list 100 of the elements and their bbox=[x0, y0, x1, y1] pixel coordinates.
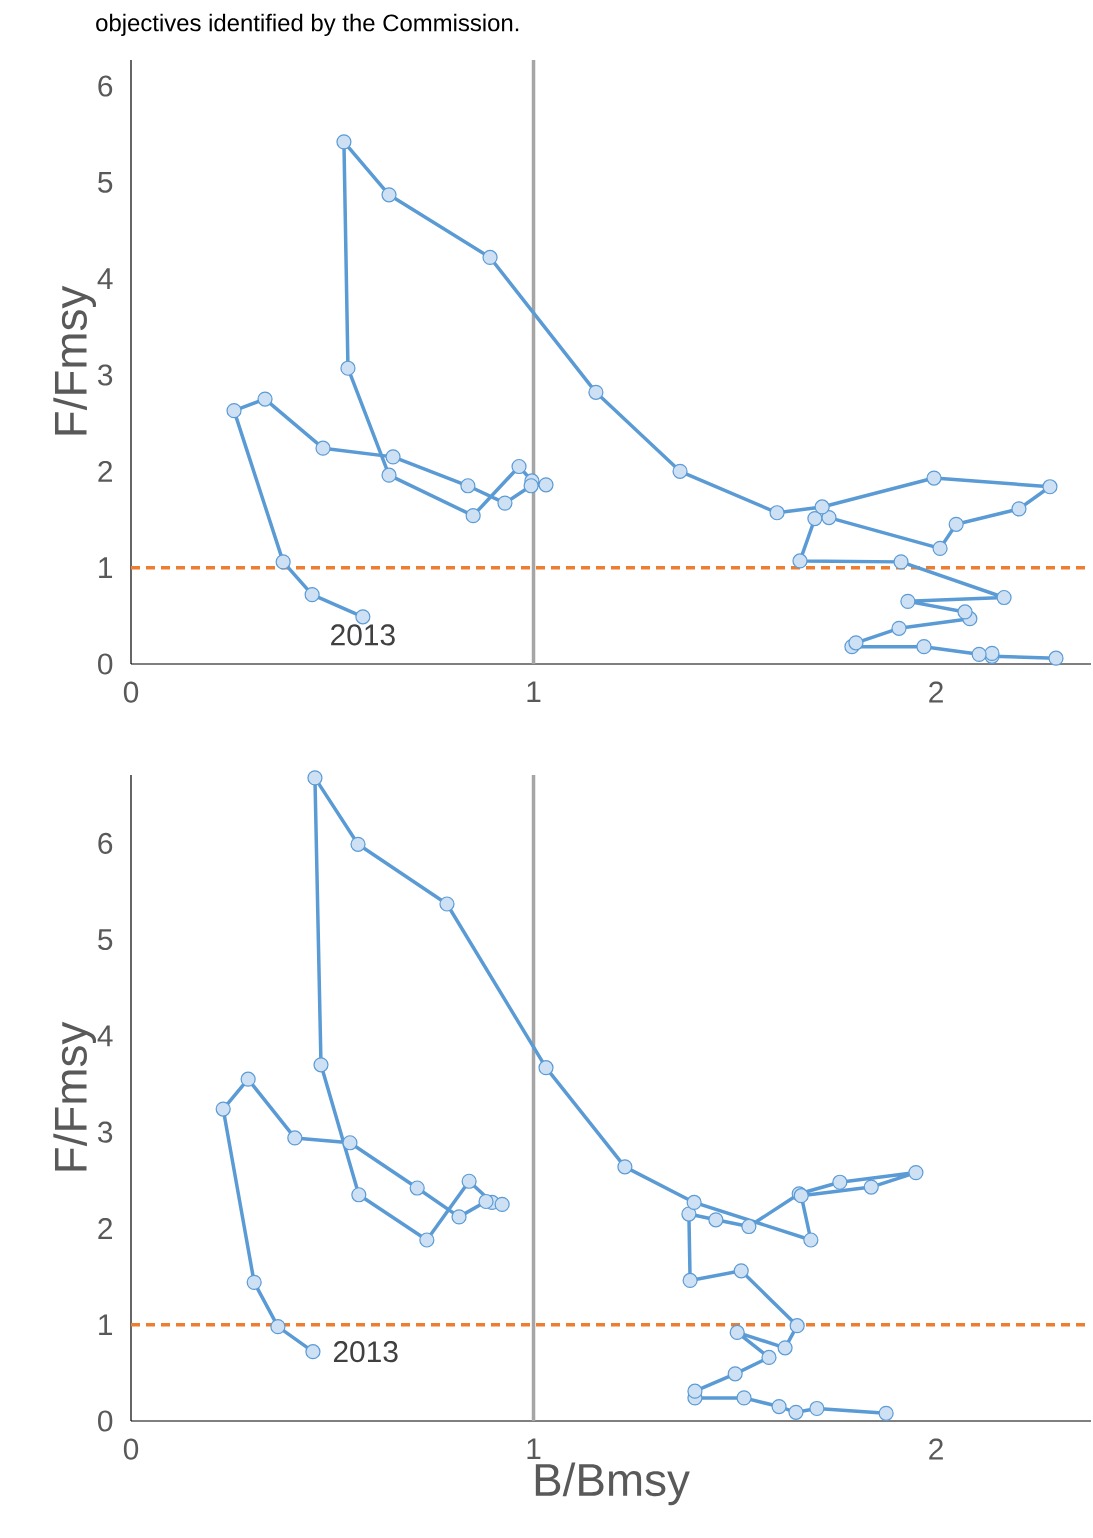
y-tick-label: 6 bbox=[98, 832, 113, 854]
point bbox=[336, 134, 352, 150]
point bbox=[727, 1366, 743, 1382]
point bbox=[687, 1383, 703, 1399]
point bbox=[916, 639, 932, 655]
point bbox=[792, 553, 808, 569]
annotation: 2013 bbox=[334, 1341, 398, 1363]
point bbox=[708, 1212, 724, 1228]
point bbox=[478, 1193, 494, 1210]
x-axis-title: B/Bmsy bbox=[535, 1462, 690, 1506]
point bbox=[682, 1272, 698, 1289]
y-tick-label: 3 bbox=[98, 1121, 113, 1143]
point bbox=[304, 587, 320, 603]
point bbox=[538, 477, 554, 493]
point bbox=[497, 495, 513, 511]
x-tick-label: 1 bbox=[527, 1438, 541, 1460]
point bbox=[381, 187, 397, 203]
point bbox=[538, 1060, 554, 1076]
point bbox=[355, 609, 371, 625]
y-tick-label: 5 bbox=[98, 929, 113, 951]
point bbox=[305, 1344, 321, 1360]
point bbox=[681, 1206, 697, 1222]
point bbox=[893, 554, 909, 570]
point bbox=[460, 478, 476, 494]
point bbox=[863, 1179, 879, 1195]
point bbox=[1011, 501, 1027, 517]
point bbox=[971, 646, 987, 662]
point bbox=[461, 1173, 477, 1189]
point bbox=[832, 1174, 848, 1190]
annotation: 2013 bbox=[331, 624, 395, 646]
x-tick-label: 2 bbox=[929, 681, 943, 703]
point bbox=[246, 1274, 262, 1290]
point bbox=[451, 1209, 467, 1225]
point bbox=[307, 770, 323, 786]
y-tick-label: 3 bbox=[98, 364, 113, 386]
point bbox=[215, 1101, 231, 1117]
point bbox=[588, 384, 604, 400]
point bbox=[809, 1400, 825, 1417]
point bbox=[409, 1180, 425, 1196]
point bbox=[257, 391, 273, 407]
point bbox=[1042, 479, 1058, 495]
point bbox=[482, 249, 498, 266]
point bbox=[342, 1135, 358, 1151]
point bbox=[350, 836, 366, 852]
point bbox=[926, 470, 942, 486]
point bbox=[807, 510, 823, 527]
point bbox=[777, 1340, 793, 1356]
point bbox=[771, 1398, 787, 1415]
point bbox=[878, 1405, 894, 1421]
point bbox=[814, 499, 830, 515]
point bbox=[948, 516, 964, 532]
point bbox=[908, 1165, 924, 1181]
point bbox=[617, 1159, 633, 1175]
point bbox=[381, 467, 397, 483]
point bbox=[729, 1324, 745, 1341]
point bbox=[733, 1263, 749, 1279]
point bbox=[686, 1194, 702, 1211]
point bbox=[789, 1318, 805, 1334]
point bbox=[340, 360, 356, 376]
point bbox=[275, 554, 291, 570]
point bbox=[511, 458, 527, 475]
x-tick-label: 1 bbox=[527, 681, 541, 703]
x-tick-label: 0 bbox=[123, 681, 139, 703]
text: objectives identified by the Commission. bbox=[96, 13, 519, 37]
point bbox=[1048, 650, 1064, 666]
y-tick-label: 0 bbox=[98, 1410, 113, 1432]
y-tick-label: 2 bbox=[98, 1218, 113, 1239]
point bbox=[736, 1390, 752, 1406]
point bbox=[270, 1319, 286, 1335]
point bbox=[848, 635, 864, 651]
y-tick-label: 4 bbox=[97, 1025, 113, 1047]
x-tick-label: 2 bbox=[929, 1438, 943, 1460]
y-tick-label: 5 bbox=[98, 171, 113, 193]
point bbox=[523, 478, 539, 494]
point bbox=[803, 1232, 819, 1248]
point bbox=[385, 449, 401, 465]
point bbox=[465, 508, 481, 524]
y-axis-title: F/Fmsy bbox=[53, 1021, 97, 1171]
y-tick-label: 1 bbox=[99, 557, 113, 578]
point bbox=[788, 1404, 804, 1420]
y-tick-label: 0 bbox=[98, 653, 113, 675]
y-axis-title: F/Fmsy bbox=[53, 285, 97, 435]
point bbox=[315, 440, 331, 456]
y-tick-label: 2 bbox=[98, 460, 113, 482]
point bbox=[494, 1196, 510, 1212]
y-tick-label: 6 bbox=[98, 75, 113, 97]
point bbox=[996, 589, 1012, 606]
point bbox=[313, 1057, 329, 1073]
point bbox=[761, 1349, 777, 1366]
point bbox=[672, 463, 688, 479]
point bbox=[240, 1071, 256, 1087]
point bbox=[932, 540, 948, 556]
point bbox=[821, 509, 837, 526]
x-tick-label: 0 bbox=[123, 1438, 139, 1460]
point bbox=[287, 1130, 303, 1146]
point bbox=[957, 604, 973, 620]
y-tick-label: 4 bbox=[97, 268, 113, 289]
point bbox=[741, 1218, 757, 1235]
point bbox=[769, 505, 785, 521]
point bbox=[419, 1232, 435, 1248]
